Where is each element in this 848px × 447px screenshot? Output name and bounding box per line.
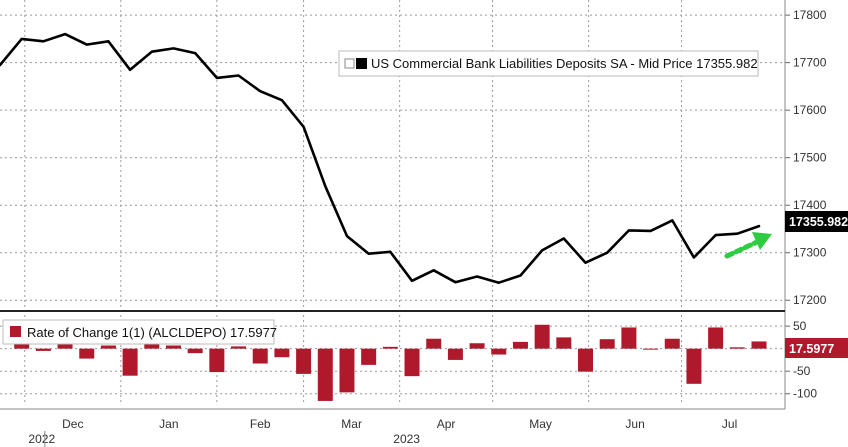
y-tick-label-lower: -50: [793, 364, 811, 378]
y-tick-label-upper: 17200: [793, 293, 827, 307]
roc-bar: [79, 348, 95, 359]
roc-bar: [664, 338, 680, 349]
deposits-value-box: [785, 211, 848, 232]
roc-value-box: [785, 338, 848, 358]
roc-bar: [751, 341, 767, 349]
deposits-last-value-tag: 17355.982: [785, 211, 848, 232]
roc-last-value-tag: 17.5977: [785, 338, 848, 358]
roc-bar: [35, 348, 51, 351]
x-month-label: May: [529, 417, 552, 431]
lower-legend-box: [2, 319, 275, 345]
roc-bar: [621, 327, 637, 349]
roc-bar: [187, 348, 203, 354]
y-tick-label-upper: 17700: [793, 56, 827, 70]
roc-bar: [643, 348, 659, 350]
x-year-label: 2022: [28, 432, 55, 446]
roc-bar: [57, 341, 73, 349]
lower-legend-label: Rate of Change 1(1) (ALCLDEPO) 17.5977: [27, 325, 277, 340]
roc-bar: [165, 345, 181, 349]
roc-value-label: 17.5977: [789, 342, 834, 356]
x-month-label: Mar: [341, 417, 362, 431]
y-tick-label-upper: 17600: [793, 103, 827, 117]
y-tick-label-upper: 17500: [793, 151, 827, 165]
x-month-label: Dec: [62, 417, 83, 431]
deposits-value-label: 17355.982: [789, 215, 848, 229]
y-tick-label-lower: 50: [793, 319, 807, 333]
legend-checkbox-icon: [344, 58, 355, 69]
roc-bar: [578, 348, 594, 372]
roc-bar: [231, 346, 247, 349]
upper-legend-box: [338, 50, 759, 77]
roc-bar: [252, 348, 268, 364]
y-tick-label-lower: -100: [793, 387, 817, 401]
y-tick-label-upper: 17300: [793, 246, 827, 260]
roc-bar: [296, 348, 312, 374]
y-tick-label-upper: 17800: [793, 8, 827, 22]
roc-bar: [426, 338, 442, 349]
axis-layer: 17200173001740017500176001770017800500-5…: [28, 0, 827, 447]
legend-swatch-red: [10, 326, 21, 337]
green-arrow-annotation: [724, 232, 772, 259]
upper-panel: [0, 32, 772, 284]
x-month-label: Apr: [437, 417, 456, 431]
legend-swatch-black: [356, 58, 367, 69]
x-month-label: Jan: [159, 417, 178, 431]
roc-bar: [534, 324, 550, 349]
roc-bar: [556, 337, 572, 349]
roc-bar: [209, 348, 225, 373]
arrow-head: [752, 232, 772, 250]
roc-bar: [512, 341, 528, 349]
roc-bar: [100, 345, 116, 349]
roc-bar: [122, 348, 138, 376]
roc-bar: [686, 348, 702, 384]
roc-bar: [274, 348, 290, 358]
upper-legend: US Commercial Bank Liabilities Deposits …: [338, 50, 759, 77]
deposits-series-line: [0, 32, 761, 284]
y-tick-label-upper: 17400: [793, 198, 827, 212]
upper-legend-label: US Commercial Bank Liabilities Deposits …: [371, 56, 758, 71]
roc-bar: [404, 348, 420, 377]
arrow-shaft: [724, 239, 760, 259]
lower-legend: Rate of Change 1(1) (ALCLDEPO) 17.5977: [2, 319, 277, 345]
roc-bar: [708, 327, 724, 349]
roc-bar: [447, 348, 463, 360]
roc-bar: [339, 348, 355, 393]
roc-bar: [469, 343, 485, 349]
roc-bar: [361, 348, 377, 365]
roc-bar: [599, 339, 615, 349]
roc-bar: [317, 348, 333, 401]
x-month-label: Jun: [625, 417, 644, 431]
roc-bar: [729, 347, 745, 349]
roc-bar: [382, 346, 398, 349]
x-year-label: 2023: [393, 432, 420, 446]
roc-bar: [491, 348, 507, 355]
x-month-label: Feb: [250, 417, 271, 431]
x-month-label: Jul: [722, 417, 737, 431]
